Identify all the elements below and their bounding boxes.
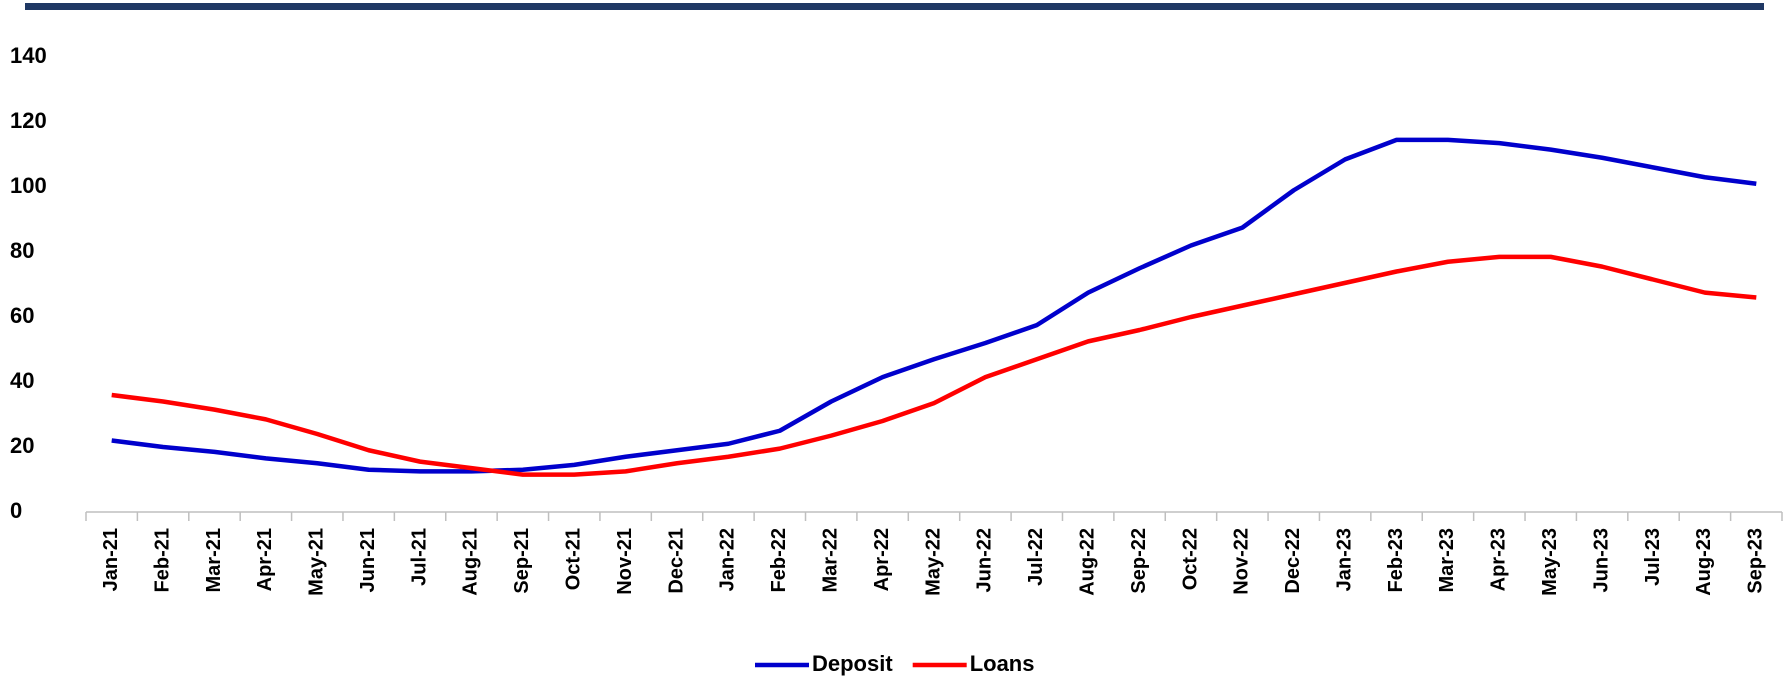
x-tick-label: Dec-22: [1282, 528, 1304, 594]
x-tick-label: Jun-22: [974, 528, 996, 592]
y-tick-label: 120: [10, 108, 47, 133]
x-tick-label: Mar-23: [1436, 528, 1458, 592]
x-tick-label: Apr-22: [871, 528, 893, 591]
x-tick-label: Feb-22: [768, 528, 790, 592]
line-series: [111, 137, 1757, 474]
x-tick-label: Jan-21: [100, 528, 122, 591]
header-bar: [25, 3, 1764, 10]
x-tick-label: May-23: [1539, 528, 1561, 596]
legend-label: Deposit: [812, 651, 893, 676]
x-tick-label: Jan-22: [717, 528, 739, 591]
x-tick-label: Apr-21: [254, 528, 276, 591]
x-tick-label: Feb-21: [151, 528, 173, 592]
x-tick-label: Jul-23: [1642, 528, 1664, 586]
y-tick-label: 60: [10, 303, 34, 328]
x-tick-label: Sep-22: [1128, 528, 1150, 594]
x-tick-label: Jul-21: [408, 528, 430, 586]
x-tick-label: Oct-22: [1179, 528, 1201, 590]
x-tick-label: Sep-23: [1745, 528, 1767, 594]
x-tick-label: Aug-23: [1693, 528, 1715, 596]
x-tick-label: Jul-22: [1025, 528, 1047, 586]
x-tick-label: Aug-21: [460, 528, 482, 596]
x-tick-label: Mar-21: [203, 528, 225, 592]
y-tick-label: 100: [10, 173, 47, 198]
y-tick-label: 80: [10, 238, 34, 263]
x-tick-label: Sep-21: [511, 528, 533, 594]
x-tick-label: Nov-21: [614, 528, 636, 595]
y-tick-label: 140: [10, 43, 47, 68]
x-tick-label: Mar-22: [819, 528, 841, 592]
x-tick-label: Oct-21: [563, 528, 585, 590]
x-tick-label: Dec-21: [665, 528, 687, 594]
line-series: [111, 254, 1757, 477]
y-tick-label: 20: [10, 433, 34, 458]
x-tick-label: Apr-23: [1488, 528, 1510, 591]
x-tick-label: May-21: [306, 528, 328, 596]
x-tick-label: May-22: [922, 528, 944, 596]
x-tick-label: Feb-23: [1385, 528, 1407, 592]
y-tick-label: 0: [10, 498, 22, 523]
y-tick-label: 40: [10, 368, 34, 393]
legend-label: Loans: [970, 651, 1035, 676]
x-tick-label: Aug-22: [1076, 528, 1098, 596]
x-tick-label: Jun-21: [357, 528, 379, 592]
x-tick-label: Nov-22: [1231, 528, 1253, 595]
x-tick-label: Jun-23: [1590, 528, 1612, 592]
x-tick-label: Jan-23: [1333, 528, 1355, 591]
